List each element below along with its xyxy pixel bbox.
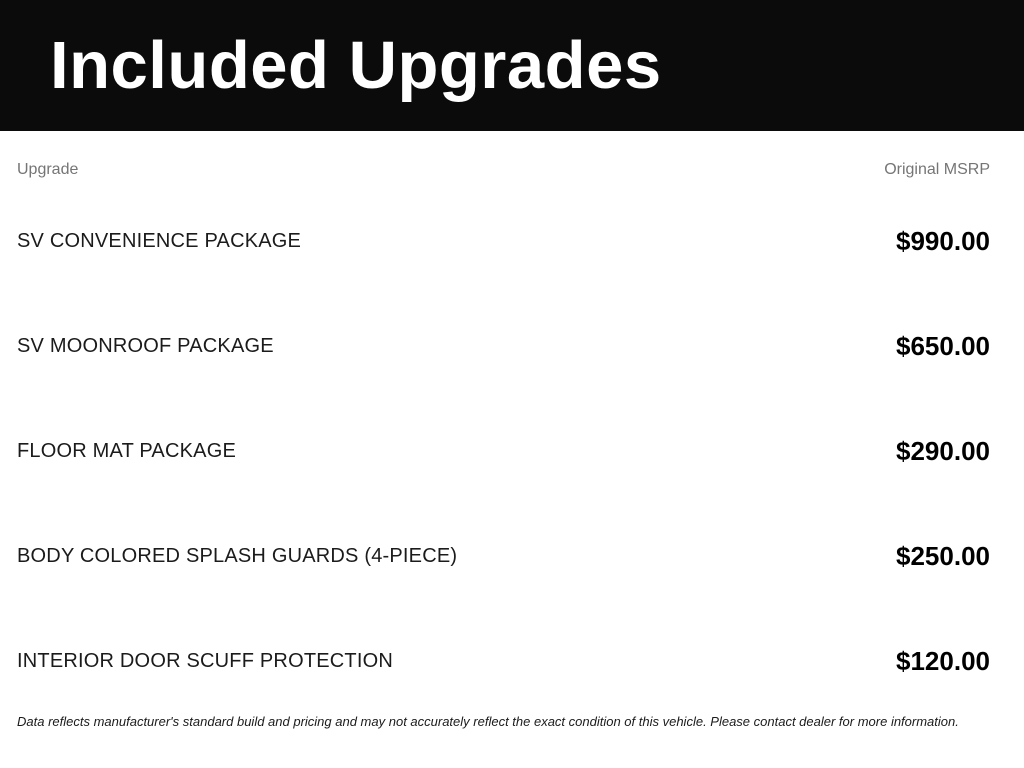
- table-row: BODY COLORED SPLASH GUARDS (4-PIECE) $25…: [17, 504, 990, 609]
- upgrade-name: SV MOONROOF PACKAGE: [17, 335, 274, 357]
- page-title: Included Upgrades: [50, 28, 662, 103]
- table-body: SV CONVENIENCE PACKAGE $990.00 SV MOONRO…: [17, 189, 990, 714]
- table-row: INTERIOR DOOR SCUFF PROTECTION $120.00: [17, 609, 990, 714]
- upgrade-name: INTERIOR DOOR SCUFF PROTECTION: [17, 650, 393, 672]
- table-row: FLOOR MAT PACKAGE $290.00: [17, 399, 990, 504]
- table-row: SV MOONROOF PACKAGE $650.00: [17, 294, 990, 399]
- footer: Data reflects manufacturer's standard bu…: [0, 714, 1024, 729]
- upgrade-price: $290.00: [896, 436, 990, 466]
- column-header-original-msrp: Original MSRP: [884, 161, 990, 178]
- upgrade-name: SV CONVENIENCE PACKAGE: [17, 230, 302, 252]
- disclaimer-text: Data reflects manufacturer's standard bu…: [17, 714, 959, 729]
- header-bar: Included Upgrades: [0, 0, 1024, 131]
- upgrade-price: $650.00: [896, 331, 990, 361]
- upgrade-price: $120.00: [896, 646, 990, 676]
- upgrade-name: BODY COLORED SPLASH GUARDS (4-PIECE): [17, 545, 458, 567]
- upgrade-price: $250.00: [896, 541, 990, 571]
- upgrade-price: $990.00: [896, 226, 990, 256]
- table-header-row: Upgrade Original MSRP: [17, 161, 990, 179]
- column-header-upgrade: Upgrade: [17, 161, 79, 178]
- upgrade-name: FLOOR MAT PACKAGE: [17, 440, 236, 462]
- table-row: SV CONVENIENCE PACKAGE $990.00: [17, 189, 990, 294]
- upgrades-table: Upgrade Original MSRP SV CONVENIENCE PAC…: [0, 131, 1024, 714]
